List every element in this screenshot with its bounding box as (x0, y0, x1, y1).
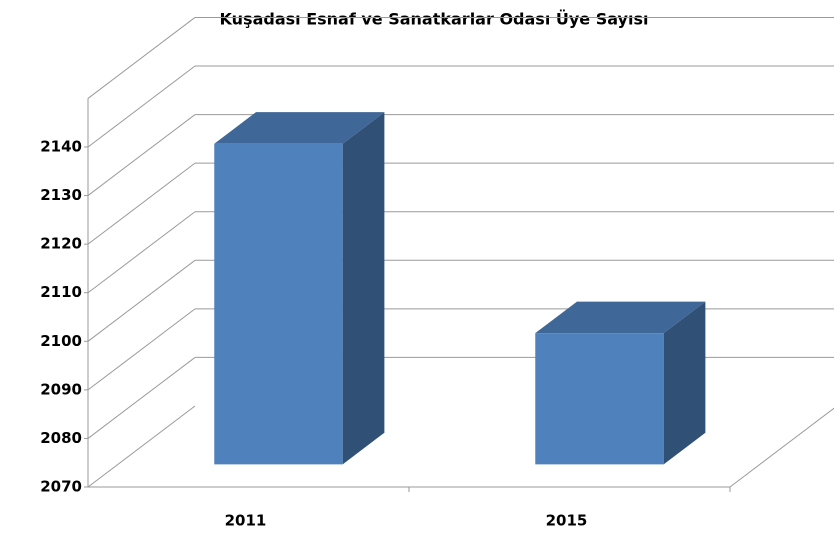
bar-side (663, 301, 706, 465)
grid-line (87, 65, 196, 148)
y-tick-label: 2130 (40, 186, 82, 204)
floor-edge (729, 407, 834, 488)
bar-top (214, 112, 385, 144)
grid-line (87, 17, 196, 99)
x-tick-label: 2015 (546, 512, 588, 530)
grid-line (87, 308, 196, 391)
grid-line (87, 114, 196, 196)
y-tick-label: 2100 (40, 332, 82, 350)
bar (214, 143, 343, 465)
chart-title: Kuşadası Esnaf ve Sanatkarlar Odası Üye … (220, 10, 649, 29)
y-tick-label: 2140 (40, 138, 82, 156)
y-tick-label: 2110 (40, 283, 82, 301)
y-tick-label: 2070 (40, 478, 82, 496)
floor-edge (87, 405, 196, 488)
x-tick-label: 2011 (225, 512, 267, 530)
grid-line (87, 211, 196, 294)
bar-top (535, 301, 706, 334)
bar-side (342, 112, 385, 465)
y-tick-label: 2120 (40, 235, 82, 253)
bar (535, 333, 664, 465)
grid-line (87, 357, 196, 439)
y-tick-label: 2090 (40, 380, 82, 398)
y-tick-label: 2080 (40, 429, 82, 447)
grid-line (87, 162, 196, 245)
grid-line (87, 259, 196, 342)
